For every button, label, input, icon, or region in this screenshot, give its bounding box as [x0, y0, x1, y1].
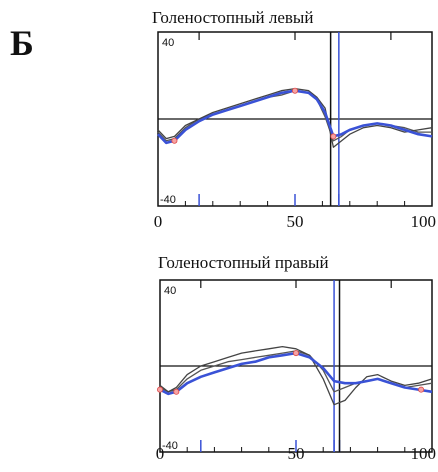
chart-1-series-line-1 [159, 345, 433, 406]
chart-title-right: Голеностопный правый [158, 253, 329, 272]
chart-0-series-line-1 [157, 87, 433, 148]
chart-1-point-3 [418, 386, 425, 393]
chart-0-series-line-0 [157, 89, 433, 145]
chart-1-ytick-label-bottom: -40 [162, 440, 178, 452]
chart-0-series-line-2 [157, 90, 432, 142]
chart-1-xtick-label-0: 0 [155, 444, 165, 463]
chart-0-ytick-label-bottom: -40 [160, 194, 176, 206]
chart-1-xtick-label-1: 50 [287, 444, 305, 463]
chart-0-xtick-label-2: 100 [410, 212, 437, 231]
chart-0-point-0 [171, 137, 178, 144]
chart-1-xtick-label-2: 100 [410, 444, 437, 463]
chart-1-point-0 [156, 386, 163, 393]
chart-title-left: Голеностопный левый [152, 8, 314, 27]
chart-1-point-1 [173, 388, 180, 395]
chart-0-xtick-label-0: 0 [153, 212, 163, 231]
chart-0-ytick-label-top: 40 [162, 37, 174, 49]
chart-0-xtick-label-1: 50 [286, 212, 304, 231]
chart-1-series-line-0 [159, 351, 433, 396]
chart-1-point-2 [292, 350, 299, 357]
chart-0-point-1 [291, 87, 298, 94]
chart-1-series-line-2 [159, 350, 433, 393]
panel-label: Б [10, 23, 34, 63]
chart-0-point-2 [330, 133, 337, 140]
chart-1-ytick-label-top: 40 [164, 285, 176, 297]
